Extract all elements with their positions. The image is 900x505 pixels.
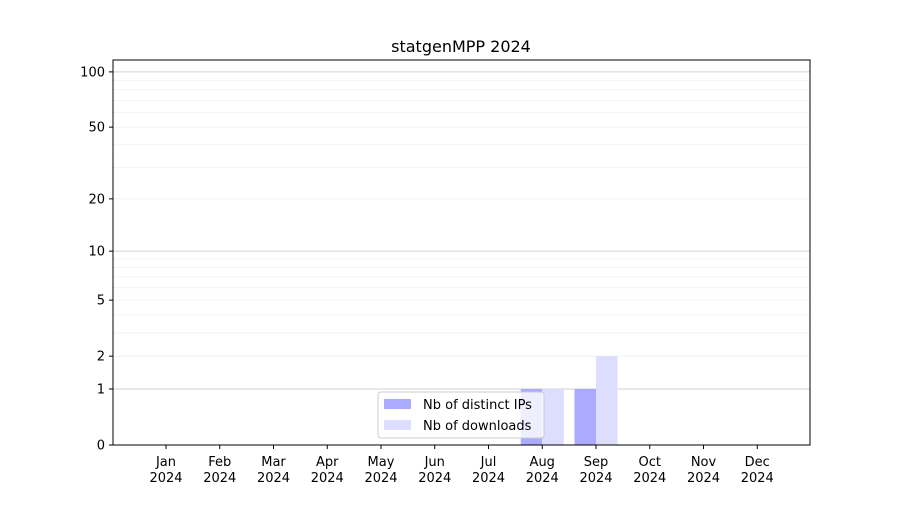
x-tick-label: Dec 2024 [741,455,774,486]
bar-downloads [542,388,564,445]
bar-downloads [596,356,618,445]
x-tick-label: Feb 2024 [203,455,236,486]
y-tick-label: 20 [88,192,105,207]
chart-title: statgenMPP 2024 [391,37,531,56]
legend-label: Nb of distinct IPs [423,398,532,413]
x-tick-label: Nov 2024 [687,455,720,486]
x-tick-label: Jan 2024 [149,455,182,486]
bar-distinct-ips [574,388,596,445]
y-tick-label: 2 [97,350,105,365]
y-tick-label: 5 [97,294,105,309]
x-tick-label: Jun 2024 [418,455,451,486]
legend-swatch [384,420,411,430]
legend-box [377,391,545,439]
y-tick-label: 1 [97,382,105,397]
x-tick-label: Mar 2024 [257,455,290,486]
x-tick-label: Aug 2024 [526,455,559,486]
legend-swatch [384,399,411,409]
x-tick-label: Apr 2024 [311,455,344,486]
y-tick-label: 10 [88,245,105,260]
plot-frame [112,59,811,446]
y-tick-label: 100 [80,65,105,80]
legend-label: Nb of downloads [423,419,532,434]
legend: Nb of distinct IPs Nb of downloads [377,391,545,439]
x-tick-label: Sep 2024 [579,455,612,486]
x-tick-label: Oct 2024 [633,455,666,486]
y-tick-label: 50 [88,121,105,136]
x-tick-label: May 2024 [364,455,397,486]
y-tick-label: 0 [97,439,105,454]
x-tick-label: Jul 2024 [472,455,505,486]
